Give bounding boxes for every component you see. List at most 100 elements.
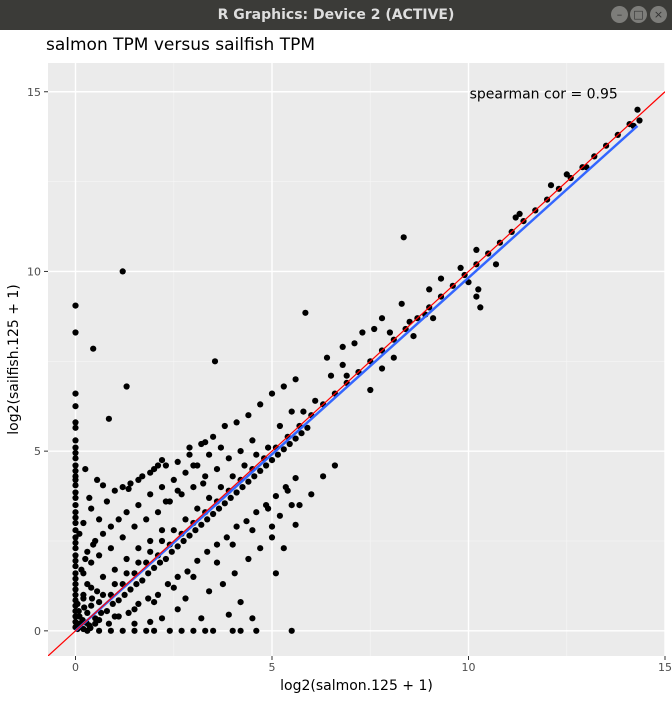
data-point [151, 627, 158, 634]
data-point [147, 548, 154, 555]
data-point [135, 559, 142, 566]
data-point [76, 530, 83, 537]
data-point [158, 537, 166, 545]
data-point [327, 372, 335, 379]
data-point [103, 608, 110, 615]
data-point [390, 354, 397, 361]
data-point [88, 559, 95, 566]
data-point [123, 509, 130, 516]
data-point [72, 419, 79, 426]
data-point [119, 627, 126, 634]
data-point [98, 609, 105, 617]
data-point [88, 595, 96, 602]
data-point [147, 537, 154, 545]
data-point [268, 534, 276, 541]
data-point [72, 476, 79, 483]
data-point [90, 345, 97, 352]
data-point [107, 627, 114, 634]
data-point [233, 523, 240, 530]
data-point [371, 325, 378, 333]
data-point [257, 545, 264, 552]
data-point [72, 455, 79, 462]
points-layer [72, 106, 643, 634]
data-point [72, 329, 79, 336]
window-titlebar: R Graphics: Device 2 (ACTIVE) – □ × [0, 0, 672, 30]
data-point [217, 484, 224, 491]
data-point [143, 516, 150, 523]
data-point [296, 502, 303, 509]
data-point [286, 440, 293, 448]
data-point [111, 581, 118, 588]
data-point [245, 555, 252, 563]
data-point [202, 439, 209, 446]
y-tick-label: 5 [34, 445, 41, 458]
data-point [359, 329, 366, 336]
data-point [154, 462, 162, 469]
data-point [127, 586, 134, 593]
data-point [131, 606, 138, 613]
data-point [72, 437, 79, 444]
data-point [282, 484, 289, 491]
data-point [312, 397, 319, 404]
data-point [127, 480, 134, 487]
data-point [194, 505, 201, 512]
data-point [257, 401, 264, 408]
data-point [186, 444, 193, 451]
data-point [386, 329, 393, 336]
data-point [158, 457, 166, 464]
close-button[interactable]: × [650, 6, 667, 23]
data-point [147, 618, 154, 626]
data-point [288, 502, 295, 509]
data-point [268, 523, 276, 530]
data-point [245, 478, 252, 485]
data-point [143, 627, 150, 634]
data-point [135, 545, 142, 552]
data-point [87, 624, 94, 632]
data-point [410, 333, 417, 340]
data-point [206, 494, 213, 501]
data-point [158, 527, 166, 534]
data-point [174, 573, 181, 581]
data-point [280, 545, 287, 552]
data-point [174, 458, 181, 465]
data-point [272, 570, 279, 577]
data-point [217, 444, 224, 451]
data-point [280, 446, 287, 453]
data-point [147, 491, 154, 498]
data-point [563, 171, 570, 178]
data-point [182, 469, 189, 476]
data-point [145, 570, 152, 577]
data-point [96, 516, 103, 523]
data-point [72, 570, 79, 577]
data-point [276, 512, 283, 519]
data-point [174, 487, 181, 494]
data-point [147, 469, 154, 476]
data-point [512, 214, 519, 221]
data-point [272, 493, 279, 500]
data-point [174, 543, 181, 550]
plot-panel [48, 63, 665, 656]
data-point [276, 422, 283, 430]
minimize-button[interactable]: – [611, 6, 628, 23]
plot-data-area [48, 91, 665, 656]
data-point [131, 620, 138, 627]
data-point [227, 494, 234, 501]
data-point [72, 390, 79, 397]
data-point [72, 519, 79, 527]
maximize-button[interactable]: □ [630, 6, 647, 23]
data-point [219, 581, 226, 588]
data-point [125, 485, 132, 492]
data-point [304, 424, 311, 431]
data-point [239, 484, 246, 491]
data-point [72, 557, 79, 564]
data-point [213, 559, 221, 566]
data-point [274, 451, 281, 458]
data-point [249, 437, 256, 444]
data-point [99, 573, 107, 581]
data-point [186, 532, 193, 539]
data-point [343, 372, 350, 379]
data-point [430, 315, 437, 322]
data-point [131, 627, 138, 634]
data-point [72, 494, 79, 501]
data-point [72, 502, 79, 509]
